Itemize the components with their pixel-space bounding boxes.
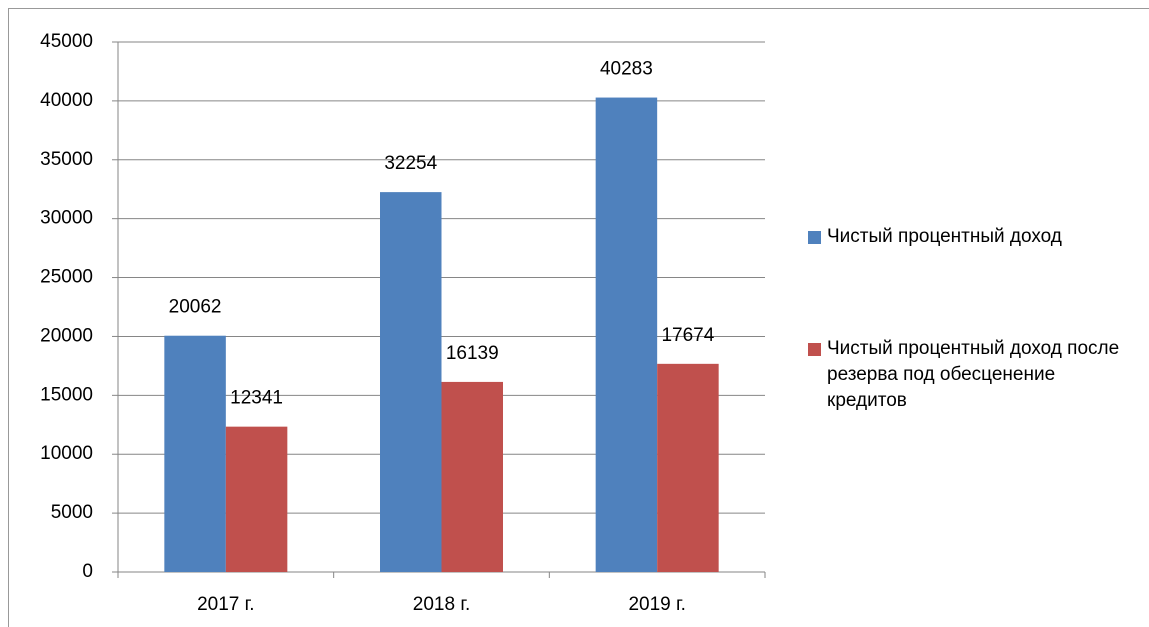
y-tick-label: 5000 bbox=[51, 502, 93, 523]
legend-entry: Чистый процентный доход bbox=[808, 224, 1138, 250]
data-label: 20062 bbox=[169, 297, 222, 318]
y-tick-label: 10000 bbox=[40, 443, 93, 464]
legend-label: Чистый процентный доход bbox=[827, 226, 1062, 247]
data-label: 17674 bbox=[661, 325, 714, 346]
y-tick-label: 30000 bbox=[40, 208, 93, 229]
bar bbox=[441, 381, 503, 572]
y-tick-label: 40000 bbox=[40, 90, 93, 111]
legend-swatch bbox=[808, 343, 821, 356]
y-tick-label: 45000 bbox=[40, 31, 93, 52]
x-tick-label: 2018 г. bbox=[413, 594, 470, 615]
bar bbox=[657, 363, 719, 572]
y-tick-label: 0 bbox=[82, 561, 93, 582]
bar bbox=[595, 97, 658, 572]
x-tick-label: 2019 г. bbox=[628, 594, 685, 615]
data-label: 12341 bbox=[230, 388, 283, 409]
y-tick-label: 15000 bbox=[40, 384, 93, 405]
legend-entry: Чистый процентный доход после резерва по… bbox=[808, 336, 1138, 414]
y-tick-label: 35000 bbox=[40, 149, 93, 170]
data-label: 40283 bbox=[600, 59, 653, 80]
legend-swatch bbox=[808, 231, 821, 244]
bar bbox=[164, 335, 226, 572]
bar bbox=[225, 426, 288, 572]
chart-border bbox=[8, 8, 1149, 627]
legend-label: Чистый процентный доход после резерва по… bbox=[827, 338, 1120, 411]
y-tick-label: 25000 bbox=[40, 267, 93, 288]
y-tick-label: 20000 bbox=[40, 325, 93, 346]
data-label: 32254 bbox=[384, 153, 437, 174]
data-label: 16139 bbox=[446, 343, 499, 364]
bar bbox=[380, 192, 442, 572]
x-tick-label: 2017 г. bbox=[197, 594, 254, 615]
